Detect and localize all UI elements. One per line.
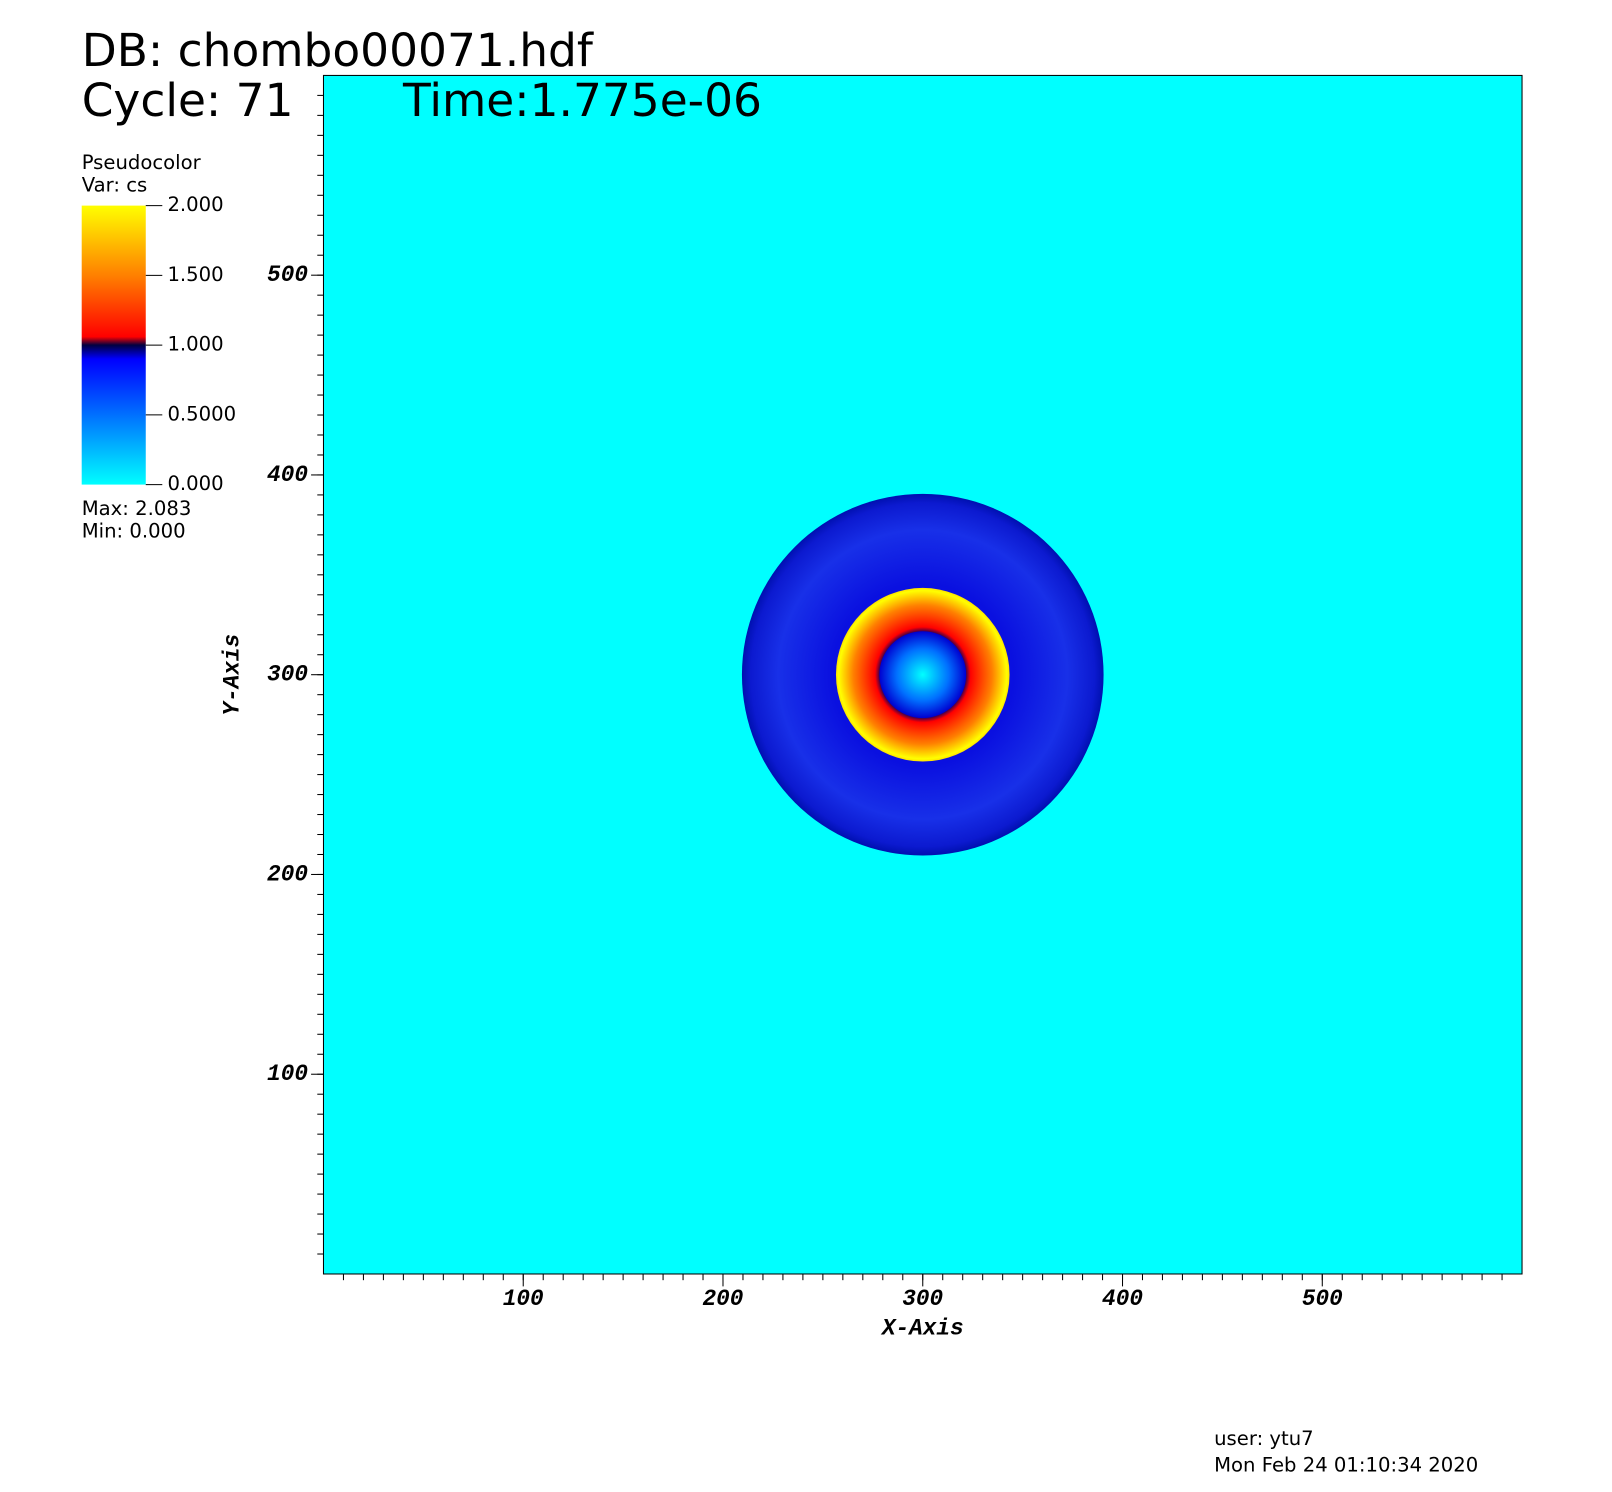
x-tick-label: 300 [902, 1286, 943, 1312]
y-tick-label: 100 [267, 1061, 308, 1087]
x-tick-label: 200 [703, 1286, 744, 1312]
x-axis-label: X-Axis [880, 1316, 964, 1342]
legend-max: Max: 2.083 [82, 497, 192, 520]
colorbar-tick-label: 0.5000 [167, 402, 236, 425]
y-tick-label: 200 [267, 861, 308, 887]
colorbar-tick-label: 0.000 [167, 472, 223, 495]
x-tick-label: 400 [1102, 1286, 1143, 1312]
y-tick-label: 500 [267, 262, 308, 288]
db-label: DB: chombo00071.hdf [82, 24, 594, 77]
x-tick-label: 100 [503, 1286, 544, 1312]
cycle-label: Cycle: 71 [82, 74, 294, 127]
field-core [879, 631, 967, 719]
user-label: user: ytu7 [1214, 1427, 1314, 1450]
legend-title: Pseudocolor [82, 151, 202, 174]
legend-var: Var: cs [82, 173, 148, 196]
time-label: Time:1.775e-06 [402, 74, 762, 127]
colorbar [81, 205, 146, 485]
date-label: Mon Feb 24 01:10:34 2020 [1214, 1454, 1478, 1477]
colorbar-tick-label: 1.000 [167, 333, 223, 356]
colorbar-tick-label: 1.500 [167, 263, 223, 286]
legend-min: Min: 0.000 [82, 520, 186, 543]
y-tick-label: 400 [267, 462, 308, 488]
colorbar-tick-label: 2.000 [167, 193, 223, 216]
y-tick-label: 300 [267, 662, 308, 688]
x-tick-label: 500 [1302, 1286, 1343, 1312]
y-axis-label: Y-Axis [220, 634, 246, 716]
